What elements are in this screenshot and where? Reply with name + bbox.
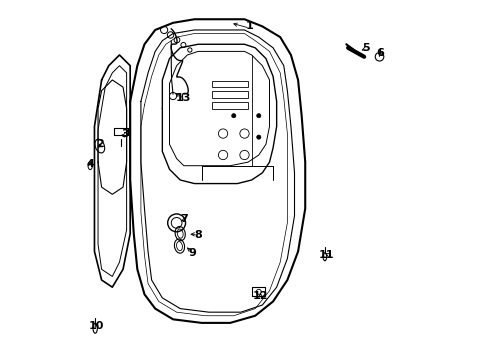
Circle shape [256,135,261,139]
Circle shape [256,289,261,294]
Text: 7: 7 [180,214,187,224]
Text: 11: 11 [318,250,334,260]
Text: 5: 5 [362,43,369,53]
Text: 8: 8 [194,230,202,240]
Text: 3: 3 [121,129,128,139]
Bar [212,91,247,98]
Text: 13: 13 [176,93,191,103]
Text: 6: 6 [376,48,384,58]
Text: 9: 9 [188,248,196,258]
Text: 2: 2 [96,139,103,149]
Circle shape [231,113,235,118]
Bar [212,102,247,109]
Text: 12: 12 [252,291,268,301]
Text: 4: 4 [86,159,94,169]
Text: 10: 10 [88,321,104,332]
Circle shape [256,113,261,118]
Bar [212,81,247,87]
Text: 1: 1 [245,21,253,31]
